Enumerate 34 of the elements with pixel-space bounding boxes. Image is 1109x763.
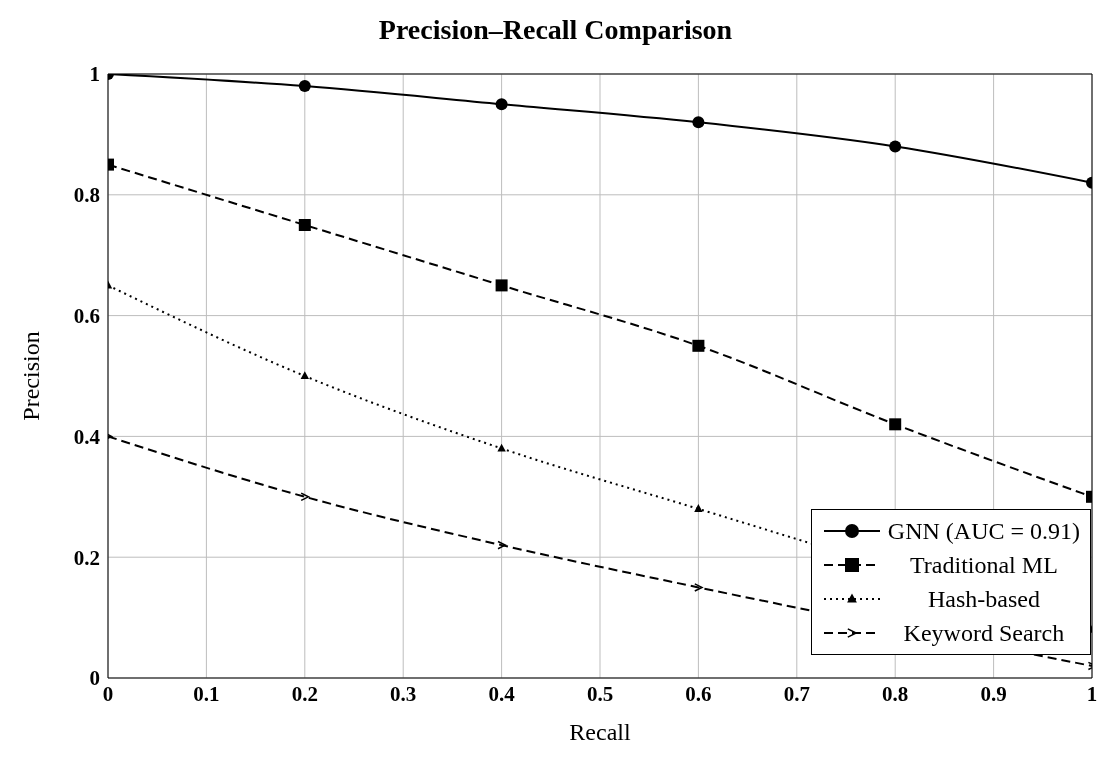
y-tick-label: 1 [89, 62, 100, 87]
point [298, 80, 311, 93]
y-tick-label: 0.2 [73, 545, 100, 570]
x-axis-title: Recall [569, 719, 631, 745]
x-tick-label: 0.6 [685, 681, 712, 706]
legend-label: Traditional ML [909, 551, 1059, 579]
y-tick-label: 0.6 [73, 304, 100, 329]
legend-label: GNN (AUC = 0.91) [887, 517, 1080, 545]
point [889, 418, 902, 431]
y-tick-label: 0.4 [73, 424, 101, 449]
y-axis-title: Precision [17, 331, 44, 421]
point [692, 116, 705, 129]
x-tick-label: 0.7 [783, 681, 810, 706]
x-tick-label: 0.9 [980, 681, 1007, 706]
x-tick-label: 1 [1086, 681, 1098, 706]
chart-title: Precision–Recall Comparison [377, 13, 734, 47]
point [495, 279, 508, 292]
x-tick-label: 0.8 [882, 681, 909, 706]
x-tick-label: 0.3 [390, 681, 417, 706]
point [298, 219, 311, 231]
point [692, 339, 705, 352]
x-tick-label: 0.1 [193, 681, 220, 706]
point [300, 371, 309, 379]
x-tick-label: 0.2 [291, 681, 318, 706]
y-tick-label: 0.8 [73, 183, 100, 208]
point [495, 98, 508, 111]
point [694, 504, 703, 512]
x-tick-label: 0.5 [586, 681, 614, 706]
legend-label: Hash-based [926, 585, 1041, 613]
point [889, 140, 902, 153]
legend-label: Keyword Search [902, 619, 1066, 647]
point [300, 492, 310, 502]
point [497, 540, 506, 550]
x-tick-label: 0.4 [488, 681, 516, 706]
